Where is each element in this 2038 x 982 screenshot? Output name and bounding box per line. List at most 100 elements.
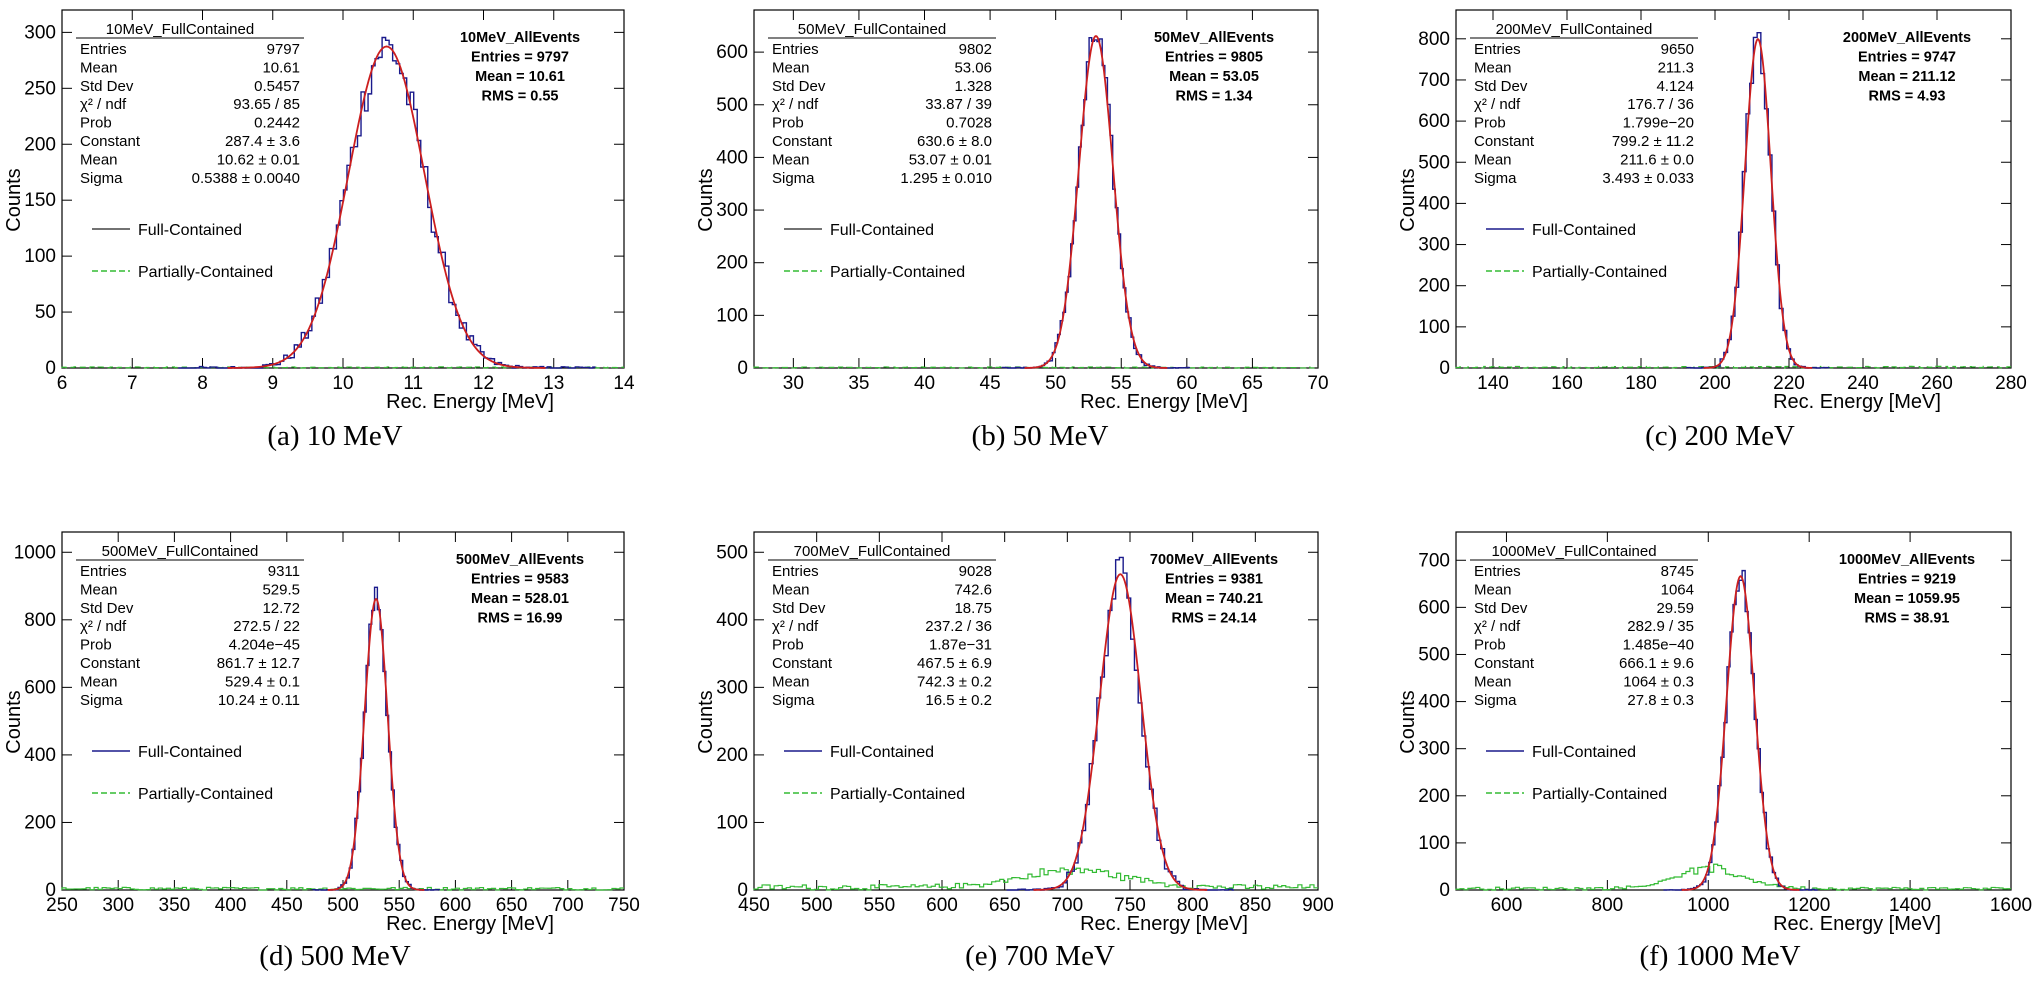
y-axis-title: Counts: [3, 168, 25, 231]
all-events-line: Entries = 9381: [1165, 572, 1263, 588]
y-tick-label: 0: [737, 880, 748, 901]
legend-label-full: Full-Contained: [830, 744, 934, 761]
stats-value: 1.87e−31: [929, 637, 992, 654]
x-tick-label: 50: [1045, 373, 1066, 394]
stats-label: Prob: [772, 637, 804, 654]
full-contained-histogram: [1686, 32, 1830, 369]
partially-contained-histogram: [1455, 863, 2011, 891]
legend-label-full: Full-Contained: [1532, 744, 1636, 761]
y-axis-title: Counts: [1397, 168, 1419, 231]
y-tick-label: 200: [716, 253, 748, 274]
x-tick-label: 500: [801, 895, 833, 916]
stats-value: 666.1 ± 9.6: [1619, 655, 1694, 672]
stats-label: Std Dev: [772, 600, 826, 617]
stats-value: 8745: [1661, 563, 1694, 580]
all-events-line: RMS = 4.93: [1869, 89, 1946, 105]
y-tick-label: 400: [1418, 692, 1450, 713]
gaussian-fit-curve: [1024, 35, 1168, 369]
legend-label-full: Full-Contained: [830, 222, 934, 239]
y-tick-label: 0: [45, 880, 56, 901]
x-axis-title: Rec. Energy [MeV]: [1773, 391, 1941, 413]
legend-label-partial: Partially-Contained: [830, 264, 965, 281]
stats-value: 9802: [959, 41, 992, 58]
chart-panel-0: 6 7 8 9 10 11 12 13 14 0 50 100 150 200 250 300 Rec. Ene…: [3, 9, 635, 452]
x-tick-label: 500: [327, 895, 359, 916]
stats-label: Sigma: [772, 692, 815, 709]
stats-value: 861.7 ± 12.7: [217, 655, 300, 672]
y-tick-label: 100: [716, 812, 748, 833]
y-axis-title: Counts: [3, 690, 25, 753]
stats-label: χ² / ndf: [772, 96, 819, 113]
stats-value: 10.61: [262, 59, 300, 76]
stats-label: Mean: [80, 673, 118, 690]
y-axis-title: Counts: [695, 168, 717, 231]
full-contained-histogram: [1001, 37, 1191, 369]
stats-label: Prob: [1474, 637, 1506, 654]
x-tick-label: 13: [543, 373, 564, 394]
y-axis-title: Counts: [1397, 690, 1419, 753]
stats-value: 9650: [1661, 41, 1694, 58]
y-tick-label: 500: [1418, 152, 1450, 173]
all-events-line: Mean = 53.05: [1169, 69, 1259, 85]
x-axis-title: Rec. Energy [MeV]: [386, 913, 554, 935]
x-tick-label: 45: [980, 373, 1001, 394]
stats-value: 4.204e−45: [229, 637, 300, 654]
x-tick-label: 40: [914, 373, 935, 394]
stats-value: 27.8 ± 0.3: [1627, 692, 1694, 709]
legend-label-full: Full-Contained: [138, 744, 242, 761]
stats-label: Sigma: [80, 170, 123, 187]
y-tick-label: 600: [24, 677, 56, 698]
x-tick-label: 8: [197, 373, 208, 394]
stats-value: 9797: [267, 41, 300, 58]
all-events-line: 50MeV_AllEvents: [1154, 30, 1274, 46]
x-tick-label: 850: [1239, 895, 1271, 916]
gaussian-fit-curve: [327, 597, 425, 891]
y-tick-label: 100: [1418, 833, 1450, 854]
x-tick-label: 700: [1051, 895, 1083, 916]
legend-label-full: Full-Contained: [138, 222, 242, 239]
plot-frame: [1455, 531, 2012, 891]
stats-title: 50MeV_FullContained: [798, 21, 946, 38]
x-tick-label: 6: [57, 373, 68, 394]
y-axis-title: Counts: [695, 690, 717, 753]
y-tick-label: 400: [1418, 193, 1450, 214]
x-tick-label: 450: [738, 895, 770, 916]
stats-label: Entries: [80, 563, 127, 580]
stats-label: Std Dev: [772, 78, 826, 95]
y-tick-label: 250: [24, 78, 56, 99]
x-tick-label: 800: [1592, 895, 1624, 916]
y-tick-label: 50: [35, 302, 56, 323]
panel-caption: (c) 200 MeV: [1645, 420, 1795, 452]
all-events-line: Mean = 1059.95: [1854, 591, 1960, 607]
x-tick-label: 180: [1625, 373, 1657, 394]
x-tick-label: 14: [613, 373, 635, 394]
stats-label: χ² / ndf: [1474, 96, 1521, 113]
x-tick-label: 12: [473, 373, 494, 394]
panel-caption: (d) 500 MeV: [259, 940, 410, 972]
legend-label-partial: Partially-Contained: [830, 786, 965, 803]
stats-label: Std Dev: [80, 78, 134, 95]
x-tick-label: 450: [271, 895, 303, 916]
stats-value: 211.3: [1658, 59, 1694, 76]
stats-value: 0.5388 ± 0.0040: [192, 170, 300, 187]
y-tick-label: 1000: [14, 542, 56, 563]
legend-label-partial: Partially-Contained: [138, 786, 273, 803]
y-tick-label: 0: [1439, 358, 1450, 379]
y-tick-label: 200: [1418, 276, 1450, 297]
stats-title: 700MeV_FullContained: [794, 543, 951, 560]
stats-value: 272.5 / 22: [233, 618, 300, 635]
stats-label: Mean: [1474, 673, 1512, 690]
stats-value: 10.24 ± 0.11: [218, 692, 300, 709]
x-tick-label: 10: [332, 373, 353, 394]
chart-panel-3: 250 300 350 400 450 500 550 600 650 700 750 0 200 400…: [3, 531, 640, 972]
x-tick-label: 200: [1699, 373, 1731, 394]
x-tick-label: 250: [46, 895, 78, 916]
full-contained-histogram: [1006, 556, 1235, 891]
chart-panel-5: 600 800 1000 1200 1400 1600 0 100 200 300 400 500 60…: [1397, 531, 2032, 972]
stats-label: Sigma: [80, 692, 123, 709]
x-tick-label: 1600: [1990, 895, 2032, 916]
full-contained-histogram: [178, 36, 596, 369]
all-events-line: Mean = 211.12: [1858, 69, 1955, 85]
y-tick-label: 500: [716, 95, 748, 116]
